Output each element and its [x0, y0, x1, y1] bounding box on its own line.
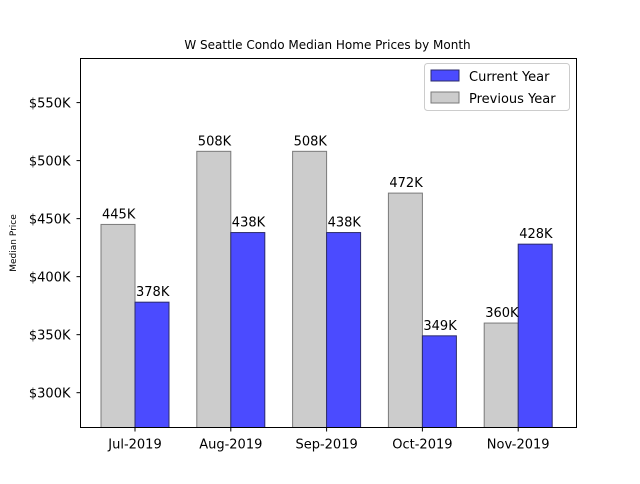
- bar-current-year-oct-2019: [422, 336, 456, 428]
- bar-current-year-jul-2019: [135, 302, 169, 427]
- y-tick-label: $300K: [29, 387, 71, 402]
- legend-label-previous-year: Previous Year: [469, 92, 556, 107]
- value-label-current-year-sep-2019: 438K: [328, 216, 362, 231]
- legend-label-current-year: Current Year: [469, 70, 550, 85]
- value-label-current-year-jul-2019: 378K: [136, 285, 170, 300]
- value-label-current-year-nov-2019: 428K: [519, 227, 553, 242]
- y-tick-label: $550K: [29, 97, 71, 112]
- value-label-previous-year-jul-2019: 445K: [102, 207, 136, 222]
- y-tick-label: $400K: [29, 271, 71, 286]
- bar-previous-year-oct-2019: [388, 193, 422, 427]
- x-tick-label: Oct-2019: [392, 438, 452, 453]
- bar-previous-year-aug-2019: [197, 151, 231, 427]
- value-label-previous-year-aug-2019: 508K: [198, 134, 232, 149]
- legend: Current Year Previous Year: [425, 64, 570, 111]
- bar-previous-year-jul-2019: [101, 224, 135, 427]
- x-tick-label: Aug-2019: [199, 438, 262, 453]
- chart-title: W Seattle Condo Median Home Prices by Mo…: [184, 38, 470, 52]
- y-tick-label: $350K: [29, 329, 71, 344]
- value-label-previous-year-oct-2019: 472K: [389, 176, 423, 191]
- x-tick-label: Jul-2019: [107, 438, 161, 453]
- x-axis-ticks: Jul-2019 Aug-2019 Sep-2019 Oct-2019 Nov-2019: [107, 428, 549, 453]
- bar-current-year-aug-2019: [231, 233, 265, 428]
- x-tick-label: Sep-2019: [295, 438, 357, 453]
- y-tick-label: $500K: [29, 155, 71, 170]
- bar-previous-year-sep-2019: [293, 151, 327, 427]
- value-label-current-year-aug-2019: 438K: [232, 216, 266, 231]
- legend-swatch-previous-year: [431, 92, 459, 103]
- bar-previous-year-nov-2019: [484, 323, 518, 427]
- value-label-current-year-oct-2019: 349K: [423, 319, 457, 334]
- y-tick-label: $450K: [29, 213, 71, 228]
- bar-current-year-nov-2019: [518, 244, 552, 427]
- y-axis-ticks: $300K $350K $400K $450K $500K $550K: [29, 97, 81, 402]
- x-tick-label: Nov-2019: [487, 438, 550, 453]
- legend-swatch-current-year: [431, 70, 459, 81]
- y-axis-label: Median Price: [9, 214, 19, 272]
- value-label-previous-year-sep-2019: 508K: [294, 134, 328, 149]
- value-label-previous-year-nov-2019: 360K: [485, 306, 519, 321]
- bar-current-year-sep-2019: [327, 233, 361, 428]
